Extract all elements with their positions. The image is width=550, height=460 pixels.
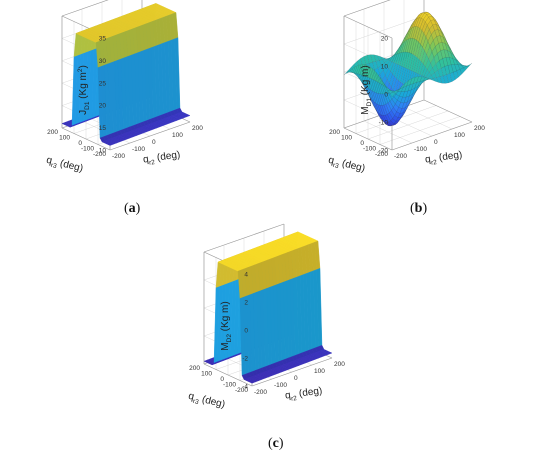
z-tick-label: 10	[99, 148, 107, 155]
surface-patch	[466, 62, 473, 67]
axis-line	[251, 357, 333, 387]
panel-label-c: (c)	[268, 436, 284, 451]
chart-panel-a: -200-1000100200-200-10001002001015202530…	[45, 0, 203, 177]
y-tick-label: -200	[235, 387, 248, 394]
axis-line	[61, 127, 111, 151]
axis-line	[391, 121, 473, 151]
grid-line	[379, 116, 461, 145]
y-axis-label: qr3 (deg)	[327, 155, 367, 177]
z-tick-label: 0	[244, 328, 248, 335]
y-axis-label: qr3 (deg)	[45, 155, 85, 177]
surface	[343, 11, 473, 127]
y-tick-label: 0	[360, 140, 364, 147]
z-tick-label: -4	[242, 384, 248, 391]
axis-line	[343, 127, 393, 151]
x-axis-label: qr2 (deg)	[284, 385, 323, 403]
axis-line	[61, 0, 109, 17]
grid-line	[367, 110, 449, 140]
y-tick-label: 200	[47, 129, 58, 136]
chart-panel-c: -200-1000100200-200-1000100200-4-2024qr2…	[187, 223, 345, 413]
x-tick-label: 200	[334, 361, 345, 368]
y-tick-label: 100	[59, 135, 70, 142]
x-tick-label: 0	[434, 139, 438, 146]
y-tick-label: 200	[189, 365, 200, 372]
y-tick-label: 0	[78, 140, 82, 147]
x-axis-label: qr2 (deg)	[142, 149, 181, 167]
surface	[61, 3, 191, 146]
z-tick-label: 4	[244, 272, 248, 279]
x-tick-label: 0	[152, 139, 156, 146]
panel-label-b: (b)	[410, 201, 428, 216]
x-tick-label: -100	[132, 146, 145, 153]
z-tick-label: 30	[99, 58, 107, 65]
x-tick-label: -200	[394, 153, 407, 160]
y-tick-label: 200	[329, 129, 340, 136]
z-tick-label: -20	[379, 148, 389, 155]
grid-line	[343, 15, 425, 45]
z-tick-label: 20	[381, 36, 389, 43]
z-axis-label: MD2 (Kg m)	[220, 301, 233, 350]
panel-label-a: (a)	[124, 201, 141, 216]
z-tick-label: -2	[242, 356, 248, 363]
z-tick-label: 15	[99, 125, 107, 132]
chart-panel-b: -200-1000100200-200-1000100200-20-100102…	[327, 0, 485, 177]
x-tick-label: -200	[112, 153, 125, 160]
x-axis-label: qr2 (deg)	[424, 149, 463, 167]
z-tick-label: 25	[99, 80, 107, 87]
z-axis-label: MD1 (Kg m)	[360, 65, 373, 114]
axis-line	[109, 121, 191, 151]
x-tick-label: 100	[314, 368, 325, 375]
surface	[203, 231, 333, 384]
x-tick-label: 100	[454, 132, 465, 139]
y-tick-label: 100	[201, 371, 212, 378]
x-tick-label: -200	[254, 389, 267, 396]
axis-line	[423, 99, 473, 123]
x-tick-label: 200	[192, 125, 203, 132]
y-tick-label: -100	[223, 382, 236, 389]
y-tick-label: -200	[93, 151, 106, 158]
z-tick-label: -10	[379, 120, 389, 127]
z-tick-label: 20	[99, 103, 107, 110]
axis-line	[343, 0, 391, 17]
y-tick-label: -100	[363, 146, 376, 153]
x-tick-label: 0	[294, 375, 298, 382]
y-tick-label: 0	[220, 376, 224, 383]
z-tick-label: 0	[384, 92, 388, 99]
surface-patch	[184, 114, 191, 118]
x-tick-label: 200	[474, 125, 485, 132]
y-tick-label: 100	[341, 135, 352, 142]
axis-line	[203, 363, 253, 387]
y-tick-label: -100	[81, 146, 94, 153]
axis-line	[343, 15, 393, 39]
surface-patch	[326, 351, 333, 355]
x-tick-label: -100	[274, 382, 287, 389]
z-tick-label: 35	[99, 36, 107, 43]
x-tick-label: 100	[172, 132, 183, 139]
x-tick-label: -100	[414, 146, 427, 153]
axis-line	[203, 223, 285, 253]
y-tick-label: -200	[375, 151, 388, 158]
z-tick-label: 10	[381, 64, 389, 71]
z-axis-label: JD1 (Kg m2)	[77, 65, 91, 115]
z-tick-label: 2	[244, 300, 248, 307]
y-axis-label: qr3 (deg)	[187, 391, 227, 413]
